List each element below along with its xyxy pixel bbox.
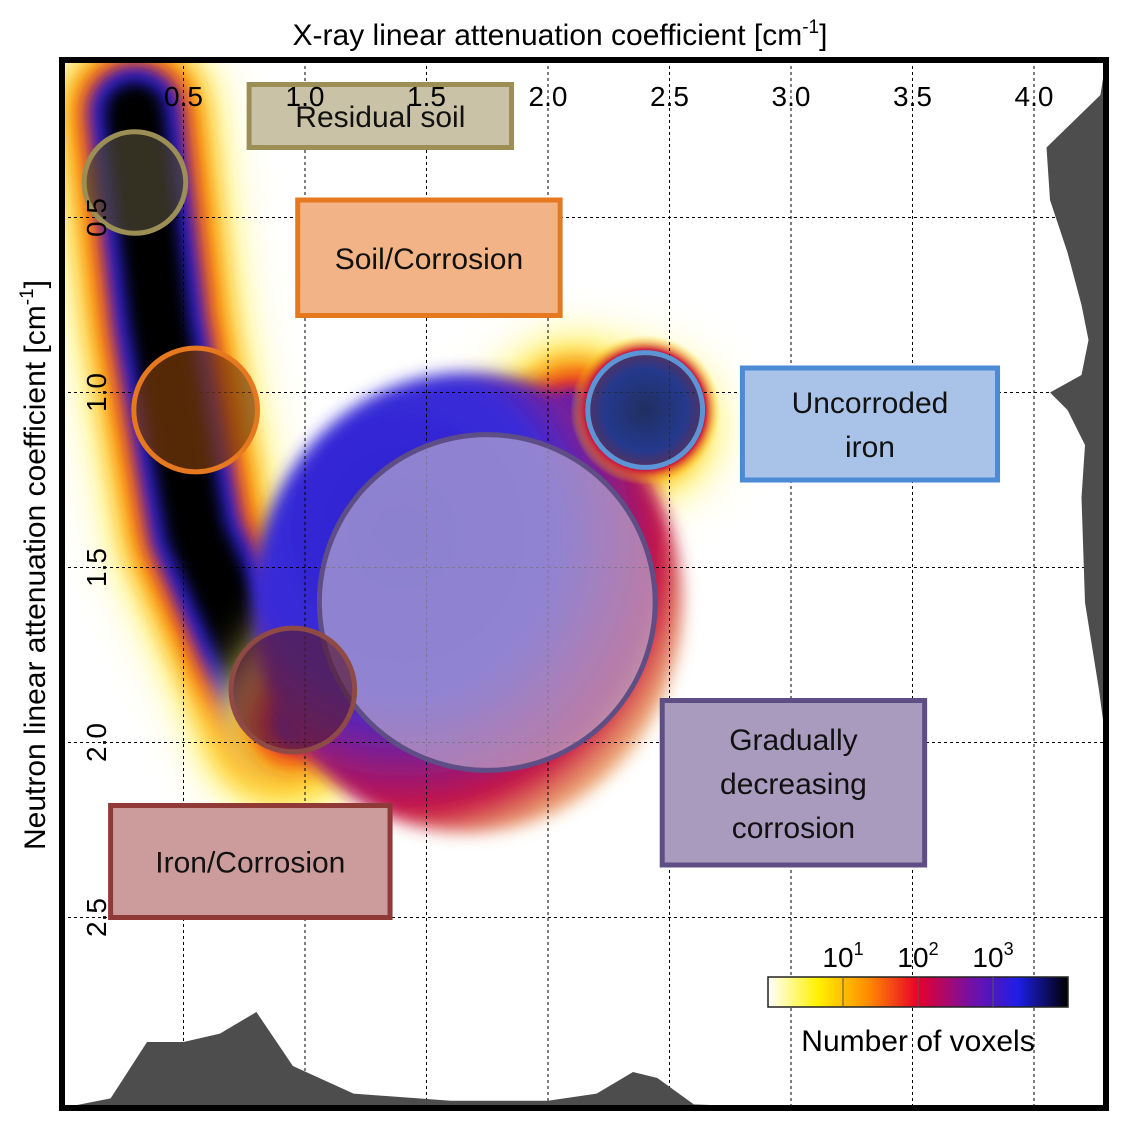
region-label-box-residual-soil — [246, 82, 515, 150]
region-circle-iron-corrosion — [228, 625, 358, 755]
x-tick-label: 4.0 — [1015, 81, 1054, 112]
y-tick-label: 1.0 — [81, 373, 112, 412]
region-label-soil-corrosion: Soil/Corrosion — [335, 243, 523, 276]
y-tick-label: 2.5 — [81, 898, 112, 937]
x-tick-label: 3.5 — [893, 81, 932, 112]
marginal-y-histogram — [1046, 60, 1106, 1075]
y-tick-labels: 0.5 1.0 1.5 2.0 2.5 — [81, 198, 112, 937]
region-label-gradually-decreasing-corrosion: decreasing — [720, 768, 867, 801]
y-tick-label: 0.5 — [81, 198, 112, 237]
colorbar-tick-label: 101 — [822, 939, 863, 973]
region-label-residual-soil: Residual soil — [295, 101, 465, 134]
marginal-histograms — [62, 60, 1106, 1108]
x-tick-labels: 0.5 1.0 1.5 2.0 2.5 3.0 3.5 4.0 — [164, 81, 1053, 112]
x-tick-label: 1.0 — [286, 81, 325, 112]
region-label-box-iron-corrosion — [108, 803, 393, 920]
region-label-box-gradually-decreasing-corrosion — [659, 698, 928, 868]
x-tick-label: 1.5 — [407, 81, 446, 112]
region-annotations: Residual soil Soil/Corrosion Uncorroded iro… — [81, 82, 1001, 920]
plot-frame — [59, 57, 1109, 1111]
region-label-iron-corrosion: Iron/Corrosion — [155, 847, 345, 880]
region-label-uncorroded-iron: iron — [845, 431, 895, 464]
x-tick-label: 2.0 — [529, 81, 568, 112]
marginal-x-histogram — [62, 1012, 1083, 1108]
x-tick-label: 3.0 — [772, 81, 811, 112]
x-tick-label: 0.5 — [164, 81, 203, 112]
region-label-gradually-decreasing-corrosion: Gradually — [729, 724, 857, 757]
colorbar-tick-label: 102 — [897, 939, 938, 973]
region-label-box-soil-corrosion — [295, 197, 563, 318]
colorbar-label: Number of voxels — [801, 1025, 1034, 1058]
region-label-uncorroded-iron: Uncorroded — [792, 387, 949, 420]
y-axis-label: Neutron linear attenuation coefficient [… — [17, 280, 52, 850]
region-circle-uncorroded-iron — [585, 350, 706, 470]
region-circle-residual-soil — [81, 129, 189, 236]
region-label-box-uncorroded-iron — [739, 365, 1001, 483]
colorbar-tick-label: 103 — [972, 939, 1013, 973]
colorbar: 101 102 103 Number of voxels — [767, 939, 1069, 1058]
region-label-gradually-decreasing-corrosion: corrosion — [732, 812, 855, 845]
x-tick-label: 2.5 — [650, 81, 689, 112]
x-axis-label: X-ray linear attenuation coefficient [cm… — [293, 17, 828, 52]
region-circle-soil-corrosion — [131, 345, 261, 475]
y-tick-label: 1.5 — [81, 548, 112, 587]
y-tick-label: 2.0 — [81, 723, 112, 762]
region-circle-gradually-decreasing-corrosion — [316, 432, 658, 773]
